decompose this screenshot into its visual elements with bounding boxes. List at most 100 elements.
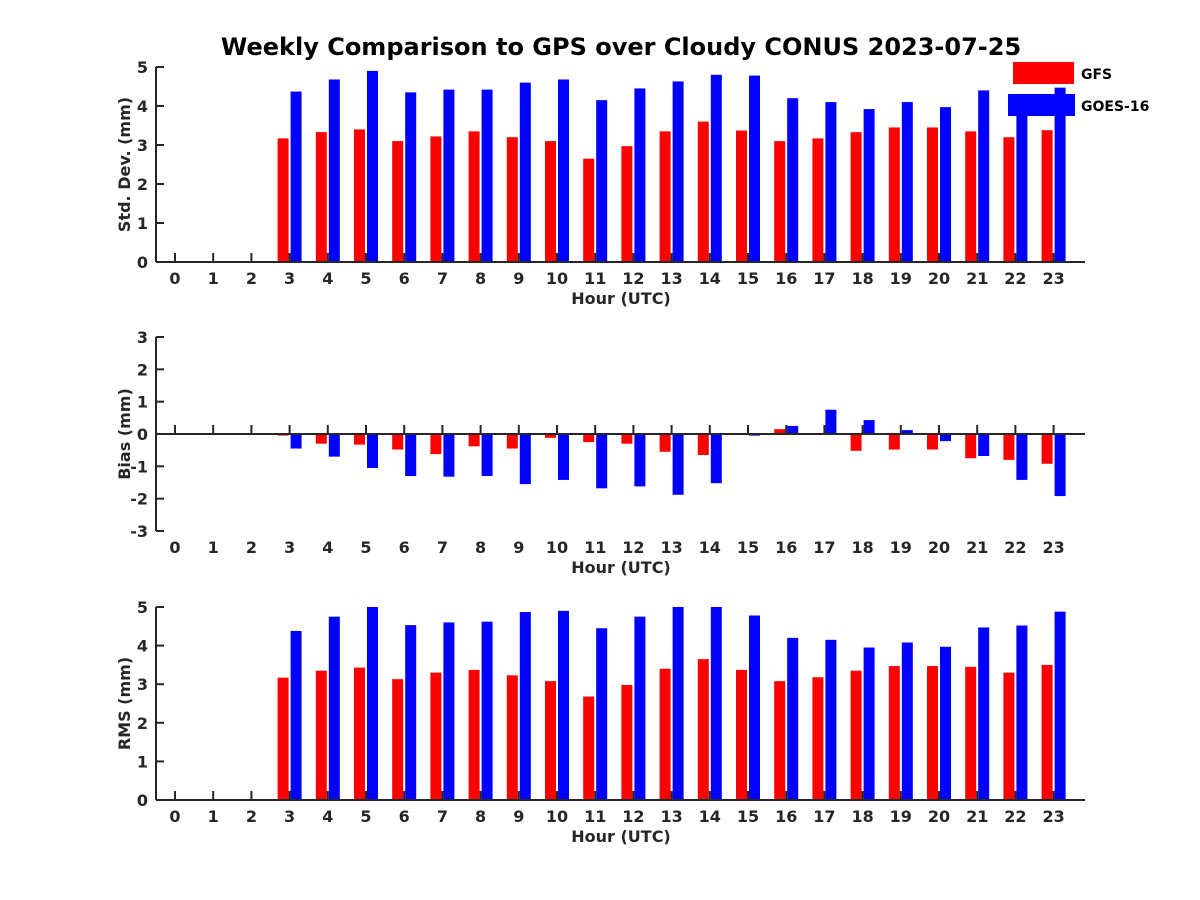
bar-gfs-hour-19 <box>888 127 900 262</box>
x-tick-label: 17 <box>813 538 835 557</box>
x-tick-label: 4 <box>322 807 333 826</box>
bar-gfs-hour-4 <box>315 670 327 800</box>
bar-gfs-hour-15 <box>736 669 747 800</box>
x-tick-label: 12 <box>622 538 644 557</box>
bar-goes16-hour-19 <box>901 102 913 262</box>
x-tick-label: 8 <box>475 269 486 288</box>
x-tick-label: 5 <box>360 538 371 557</box>
bar-goes16-hour-10 <box>558 610 569 800</box>
bar-gfs-hour-16 <box>774 429 786 434</box>
bar-gfs-hour-21 <box>965 666 977 800</box>
x-tick-label: 5 <box>360 269 371 288</box>
bar-gfs-hour-18 <box>850 132 862 262</box>
x-tick-label: 12 <box>622 269 644 288</box>
bar-goes16-hour-13 <box>672 81 684 263</box>
x-tick-label: 17 <box>813 269 835 288</box>
y-tick-label: 0 <box>137 253 148 272</box>
bar-goes16-hour-13 <box>672 434 684 495</box>
bar-gfs-hour-3 <box>277 138 289 262</box>
bar-gfs-hour-13 <box>659 434 671 452</box>
bar-goes16-hour-3 <box>290 91 302 262</box>
x-tick-label: 7 <box>437 538 448 557</box>
x-tick-label: 23 <box>1042 538 1064 557</box>
x-tick-label: 3 <box>284 538 295 557</box>
bar-goes16-hour-20 <box>940 107 951 262</box>
x-tick-label: 21 <box>966 538 988 557</box>
bar-goes16-hour-20 <box>940 434 951 442</box>
x-tick-label: 9 <box>513 807 524 826</box>
x-tick-label: 11 <box>584 807 606 826</box>
y-tick-label: 4 <box>137 637 148 656</box>
x-tick-label: 12 <box>622 807 644 826</box>
bar-goes16-hour-18 <box>863 420 875 434</box>
x-tick-label: 18 <box>851 269 873 288</box>
x-tick-label: 11 <box>584 269 606 288</box>
x-tick-label: 15 <box>737 807 759 826</box>
legend-swatch-gfs <box>1013 62 1074 84</box>
bar-goes16-hour-15 <box>749 615 760 800</box>
bar-goes16-hour-6 <box>405 625 417 800</box>
bar-gfs-hour-10 <box>545 141 556 262</box>
bar-gfs-hour-20 <box>927 127 938 262</box>
bar-goes16-hour-23 <box>1054 611 1066 800</box>
x-tick-label: 0 <box>169 538 180 557</box>
y-tick-label: -2 <box>130 490 148 509</box>
x-tick-label: 13 <box>660 807 682 826</box>
bar-goes16-hour-22 <box>1016 434 1028 480</box>
bar-goes16-hour-10 <box>558 434 569 480</box>
bar-goes16-hour-6 <box>405 434 417 477</box>
bar-goes16-hour-9 <box>519 434 531 485</box>
bar-gfs-hour-5 <box>354 434 365 445</box>
bar-goes16-hour-3 <box>290 630 302 800</box>
x-tick-label: 16 <box>775 269 797 288</box>
x-tick-label: 21 <box>966 269 988 288</box>
y-tick-label: 0 <box>137 791 148 810</box>
bar-gfs-hour-14 <box>697 121 709 262</box>
bar-gfs-hour-4 <box>315 132 327 262</box>
bar-gfs-hour-8 <box>468 434 480 447</box>
x-tick-label: 6 <box>399 807 410 826</box>
y-tick-label: 3 <box>137 328 148 347</box>
x-axis-label: Hour (UTC) <box>571 289 671 308</box>
bar-goes16-hour-16 <box>787 98 799 262</box>
bar-goes16-hour-7 <box>443 89 455 263</box>
x-tick-label: 7 <box>437 269 448 288</box>
bar-gfs-hour-5 <box>354 667 365 800</box>
bar-gfs-hour-11 <box>583 696 595 800</box>
bar-gfs-hour-9 <box>506 137 518 262</box>
bar-goes16-hour-13 <box>672 607 684 800</box>
y-tick-label: -1 <box>130 457 148 476</box>
x-tick-label: 0 <box>169 269 180 288</box>
bar-gfs-hour-8 <box>468 131 480 262</box>
bar-gfs-hour-14 <box>697 434 709 456</box>
bar-goes16-hour-4 <box>328 79 340 262</box>
x-tick-label: 3 <box>284 269 295 288</box>
x-tick-label: 15 <box>737 269 759 288</box>
bar-gfs-hour-6 <box>392 679 404 800</box>
bar-goes16-hour-15 <box>749 75 760 262</box>
bar-goes16-hour-8 <box>481 89 493 263</box>
bar-gfs-hour-10 <box>545 681 556 800</box>
y-axis-label: Std. Dev. (mm) <box>115 97 134 232</box>
x-tick-label: 18 <box>851 538 873 557</box>
bar-goes16-hour-21 <box>978 627 990 800</box>
bar-gfs-hour-6 <box>392 434 404 450</box>
x-tick-label: 23 <box>1042 269 1064 288</box>
bar-goes16-hour-23 <box>1054 434 1066 497</box>
bar-gfs-hour-4 <box>315 434 327 444</box>
bar-goes16-hour-11 <box>596 628 608 800</box>
bar-gfs-hour-19 <box>888 666 900 800</box>
y-tick-label: 5 <box>137 58 148 77</box>
chart-title: Weekly Comparison to GPS over Cloudy CON… <box>221 33 1021 61</box>
y-tick-label: 0 <box>137 425 148 444</box>
y-tick-label: 3 <box>137 136 148 155</box>
bar-gfs-hour-15 <box>736 130 747 262</box>
x-tick-label: 13 <box>660 538 682 557</box>
y-axis-label: Bias (mm) <box>115 388 134 480</box>
bar-gfs-hour-10 <box>545 434 556 438</box>
bar-gfs-hour-7 <box>430 672 442 800</box>
x-tick-label: 9 <box>513 538 524 557</box>
x-tick-label: 14 <box>699 269 721 288</box>
